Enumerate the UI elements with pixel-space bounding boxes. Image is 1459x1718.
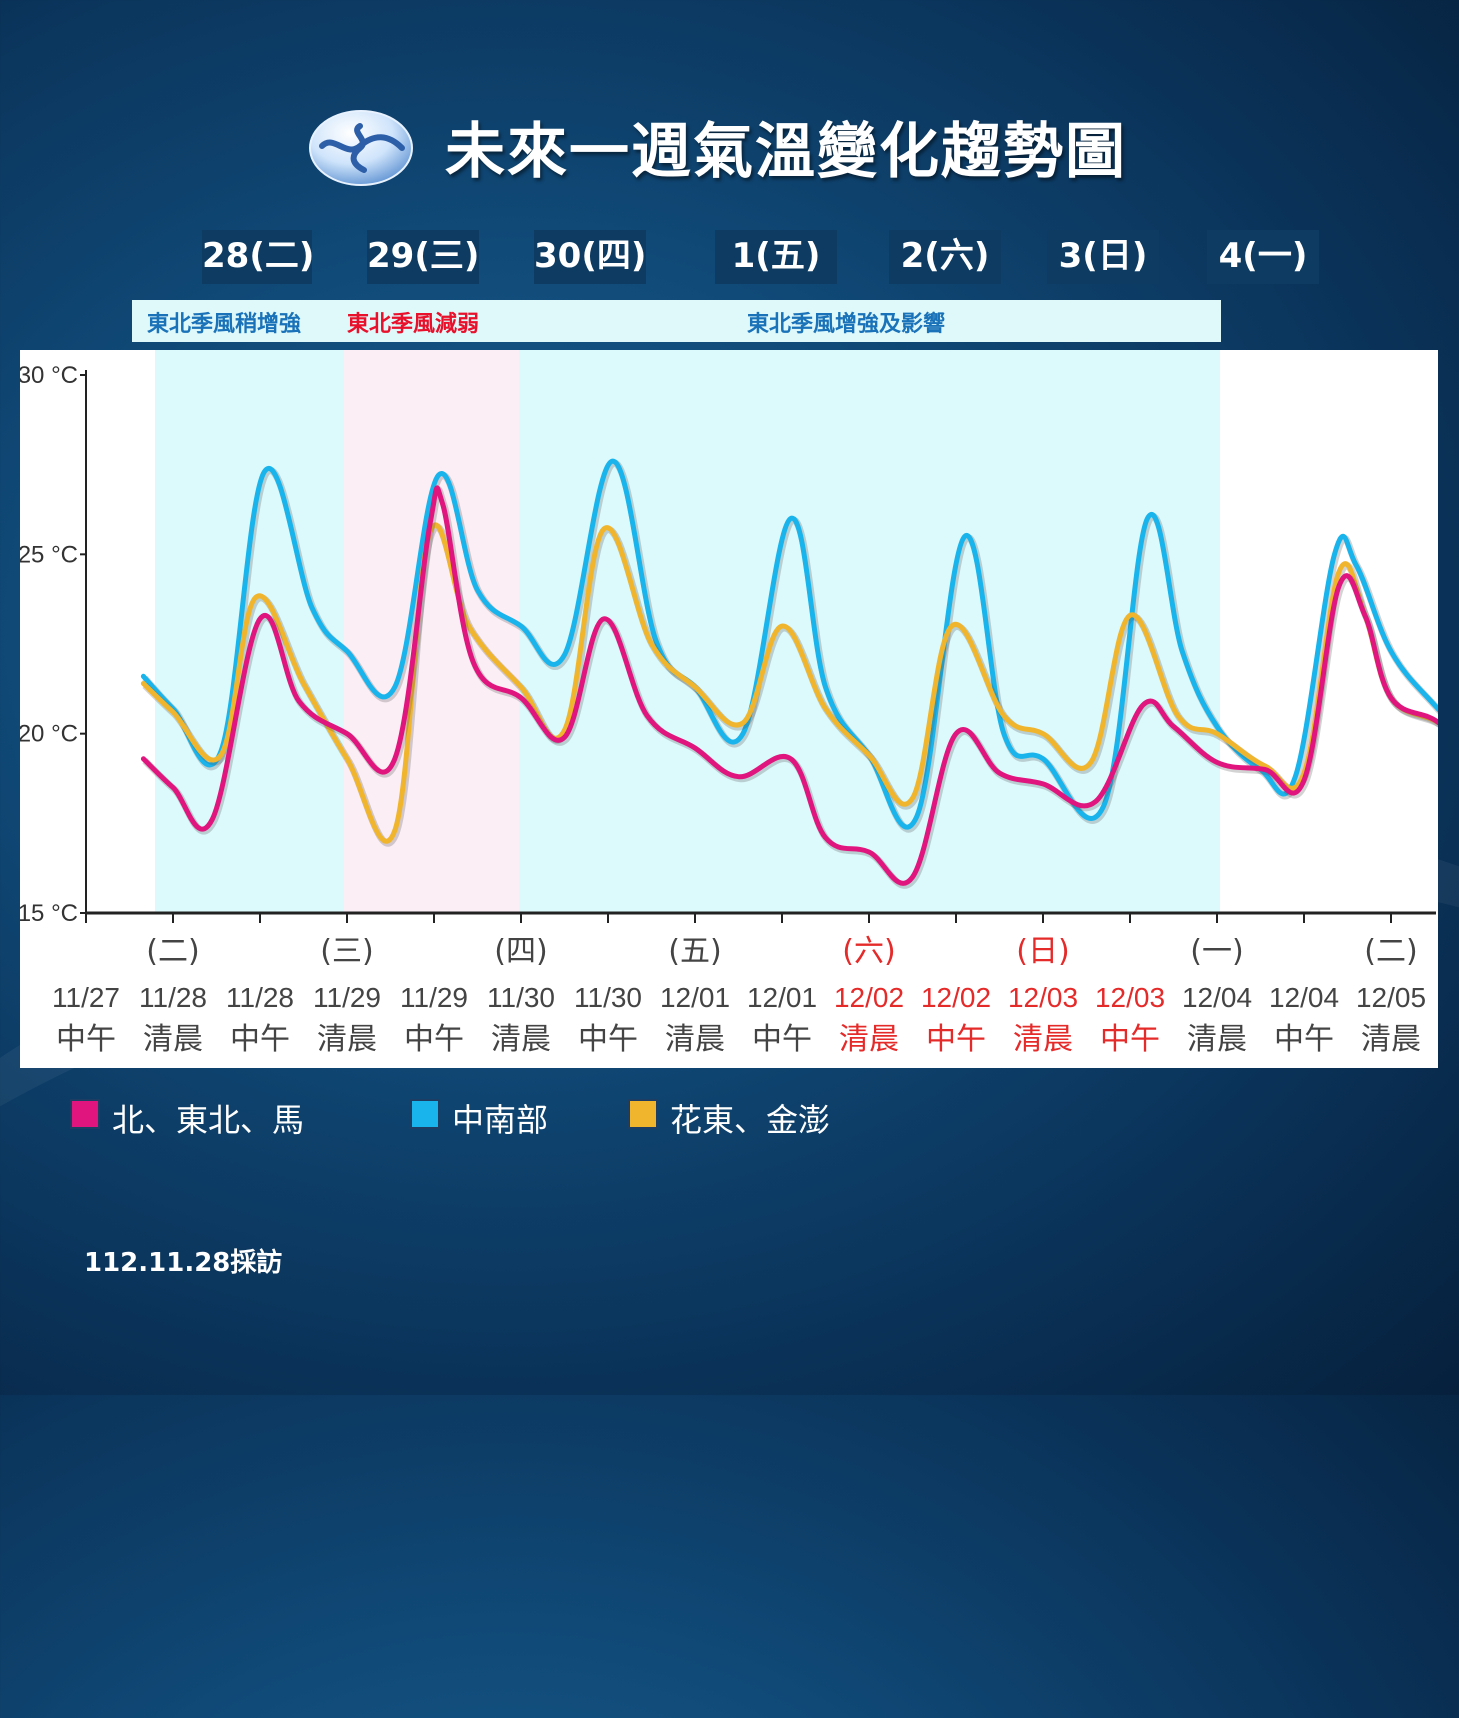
x-label-weekday: (一) (1190, 934, 1243, 969)
interview-date-note: 112.11.28採訪 (84, 1248, 283, 1278)
legend-label-north: 北、東北、馬 (112, 1101, 305, 1139)
day-header-29: 29(三) (367, 230, 479, 284)
x-label-date: 11/30 (487, 982, 555, 1013)
shade-monsoon-strengthen-slight (155, 350, 344, 913)
cwa-logo (309, 110, 413, 186)
x-label-weekday: (二) (1364, 934, 1417, 969)
x-label-weekday: (四) (494, 934, 547, 969)
legend-swatch-north (70, 1099, 100, 1129)
x-label-date: 11/29 (313, 982, 381, 1013)
y-tick-label: 25 °C (20, 541, 78, 568)
x-label-date: 12/03 (1008, 982, 1078, 1013)
x-label-period: 中午 (578, 1022, 638, 1057)
y-tick-label: 20 °C (20, 721, 78, 748)
y-tick-label: 15 °C (20, 900, 78, 927)
x-label-period: 清晨 (1013, 1022, 1073, 1057)
shade-monsoon-strengthen-influence (519, 350, 1220, 913)
x-label-date: 12/02 (834, 982, 904, 1013)
day-header-1: 1(五) (715, 230, 837, 284)
day-header-28: 28(二) (202, 230, 312, 284)
x-label-date: 11/28 (226, 982, 294, 1013)
x-label-date: 12/02 (921, 982, 991, 1013)
x-label-period: 清晨 (839, 1022, 899, 1057)
x-label-period: 中午 (1100, 1022, 1160, 1057)
monsoon-label-strengthen-influence: 東北季風增強及影響 (747, 312, 946, 337)
legend-label-east: 花東、金澎 (670, 1101, 831, 1139)
x-label-weekday: (日) (1016, 934, 1069, 969)
x-label-period: 中午 (230, 1022, 290, 1057)
x-label-weekday: (六) (842, 934, 895, 969)
shade-monsoon-weaken (344, 350, 519, 913)
x-label-weekday: (三) (320, 934, 373, 969)
legend-swatch-central-south (410, 1099, 440, 1129)
x-label-date: 12/03 (1095, 982, 1165, 1013)
x-label-period: 中午 (752, 1022, 812, 1057)
chart-panel: 30 °C 25 °C 20 °C 15 °C 11/27 中午 (二) 11/28 清晨 11… (18, 350, 1459, 1068)
y-tick-label: 30 °C (20, 362, 78, 389)
x-label-period: 清晨 (143, 1022, 203, 1057)
x-label-period: 中午 (1274, 1022, 1334, 1057)
x-label-date: 12/01 (660, 982, 730, 1013)
x-label-period: 中午 (926, 1022, 986, 1057)
x-label-period: 清晨 (491, 1022, 551, 1057)
y-axis: 30 °C 25 °C 20 °C 15 °C (18, 362, 87, 927)
monsoon-status-bar: 東北季風稍增強 東北季風減弱 東北季風增強及影響 (132, 300, 1221, 342)
x-axis: 11/27 中午 (二) 11/28 清晨 11/28 中午 (三) 11/29 清晨 11/29 中… (52, 911, 1436, 1057)
legend-label-central-south: 中南部 (452, 1101, 549, 1139)
x-label-date: 12/05 (1356, 982, 1426, 1013)
x-label-date: 11/28 (139, 982, 207, 1013)
x-label-date: 11/27 (52, 982, 120, 1013)
day-header-4: 4(一) (1207, 230, 1319, 284)
x-label-period: 清晨 (1361, 1022, 1421, 1057)
x-label-period: 中午 (404, 1022, 464, 1057)
day-header-30: 30(四) (534, 230, 646, 284)
x-label-period: 清晨 (665, 1022, 725, 1057)
legend-swatch-east (628, 1099, 658, 1129)
x-label-date: 12/04 (1182, 982, 1252, 1013)
temperature-chart: 30 °C25 °C20 °C15 °C 11/27中午(二)11/28清晨11… (18, 350, 1459, 1057)
x-label-weekday: (二) (146, 934, 199, 969)
x-label-period: 中午 (56, 1022, 116, 1057)
x-label-weekday: (五) (668, 934, 721, 969)
series-line-north (140, 485, 1459, 886)
x-label-date: 12/04 (1269, 982, 1339, 1013)
day-header-3: 3(日) (1047, 230, 1159, 284)
page-title: 未來一週氣溫變化趨勢圖 (445, 117, 1127, 187)
x-label-date: 11/30 (574, 982, 642, 1013)
series-lines (140, 458, 1459, 889)
x-label-date: 11/29 (400, 982, 468, 1013)
day-header-2: 2(六) (889, 230, 1001, 284)
monsoon-label-strengthen-slight: 東北季風稍增強 (147, 312, 302, 337)
monsoon-label-weaken: 東北季風減弱 (347, 312, 480, 337)
x-label-period: 清晨 (317, 1022, 377, 1057)
x-label-date: 12/01 (747, 982, 817, 1013)
x-label-period: 清晨 (1187, 1022, 1247, 1057)
